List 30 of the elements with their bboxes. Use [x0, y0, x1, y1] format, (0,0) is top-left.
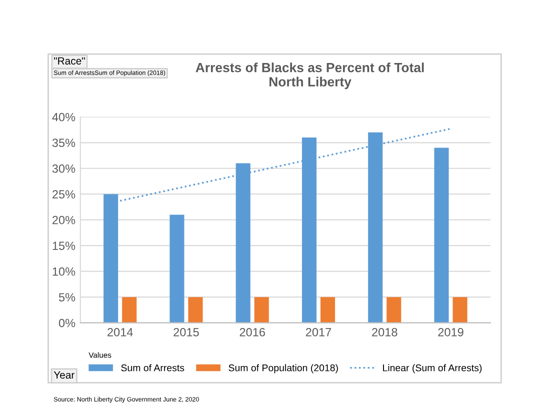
y-tick-label: 15% [52, 242, 76, 250]
y-tick-label: 5% [58, 293, 76, 302]
y-tick-label: 0% [58, 318, 76, 328]
y-tick-label: 35% [52, 138, 76, 148]
x-tick-label: 2018 [372, 328, 398, 336]
bar [188, 297, 203, 323]
y-tick-label: 30% [52, 164, 76, 173]
bar [122, 297, 137, 323]
bar [434, 148, 449, 323]
bar [386, 297, 402, 323]
x-tick-label: 2016 [240, 328, 265, 336]
y-tick-label: 10% [52, 267, 76, 276]
y-tick-label: 40% [52, 112, 76, 122]
x-tick-label: 2017 [306, 328, 332, 336]
x-tick-label: 2015 [174, 328, 199, 336]
legend-label: Sum of Arrests [121, 364, 184, 372]
x-tick-label: 2019 [438, 328, 464, 336]
x-axis-title: Year [54, 371, 74, 379]
bar [452, 297, 468, 323]
bar [104, 194, 118, 323]
legend-label: Sum of Population (2018) [228, 364, 338, 374]
y-tick-label: 25% [52, 190, 76, 199]
chart-title: Arrests of Blacks as Percent of Total North Liberty [196, 62, 424, 90]
legend-label: Linear (Sum of Arrests) [383, 364, 482, 374]
y-tick-label: 20% [52, 216, 76, 224]
bar [320, 297, 336, 323]
bar [170, 214, 184, 323]
bar [254, 297, 269, 323]
text: "Race" [54, 57, 85, 65]
x-tick-label: 2014 [108, 328, 133, 336]
